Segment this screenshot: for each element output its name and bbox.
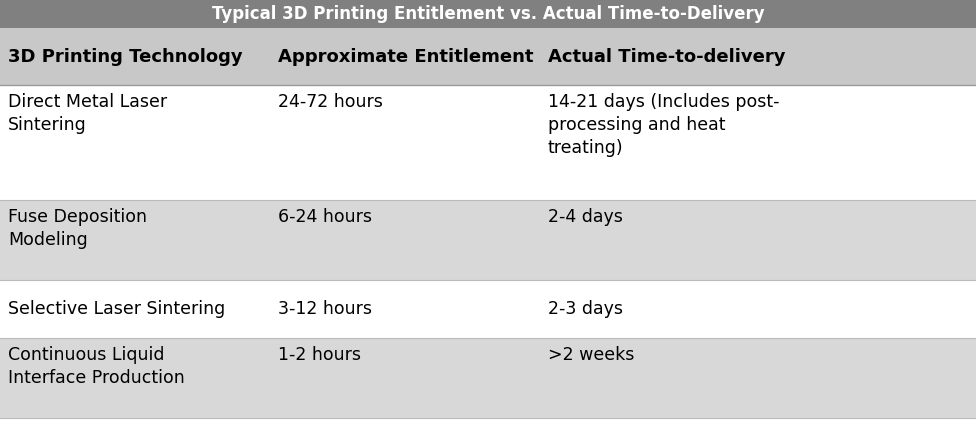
Bar	[0, 200, 976, 280]
Text: 3D Printing Technology: 3D Printing Technology	[8, 48, 243, 66]
Text: Selective Laser Sintering: Selective Laser Sintering	[8, 300, 225, 318]
Text: >2 weeks: >2 weeks	[548, 346, 634, 364]
Bar	[0, 0, 976, 28]
Text: Actual Time-to-delivery: Actual Time-to-delivery	[548, 48, 786, 66]
Text: 24-72 hours: 24-72 hours	[278, 93, 383, 111]
Text: 2-4 days: 2-4 days	[548, 208, 623, 226]
Text: Continuous Liquid
Interface Production: Continuous Liquid Interface Production	[8, 346, 184, 387]
Bar	[0, 338, 976, 418]
Text: 14-21 days (Includes post-
processing and heat
treating): 14-21 days (Includes post- processing an…	[548, 93, 780, 157]
Bar	[0, 28, 976, 85]
Text: Approximate Entitlement: Approximate Entitlement	[278, 48, 534, 66]
Text: 1-2 hours: 1-2 hours	[278, 346, 361, 364]
Bar	[0, 85, 976, 200]
Text: 3-12 hours: 3-12 hours	[278, 300, 372, 318]
Bar	[0, 418, 976, 421]
Bar	[0, 280, 976, 338]
Text: Fuse Deposition
Modeling: Fuse Deposition Modeling	[8, 208, 147, 249]
Text: Typical 3D Printing Entitlement vs. Actual Time-to-Delivery: Typical 3D Printing Entitlement vs. Actu…	[212, 5, 764, 23]
Text: Direct Metal Laser
Sintering: Direct Metal Laser Sintering	[8, 93, 167, 134]
Text: 6-24 hours: 6-24 hours	[278, 208, 372, 226]
Text: 2-3 days: 2-3 days	[548, 300, 623, 318]
